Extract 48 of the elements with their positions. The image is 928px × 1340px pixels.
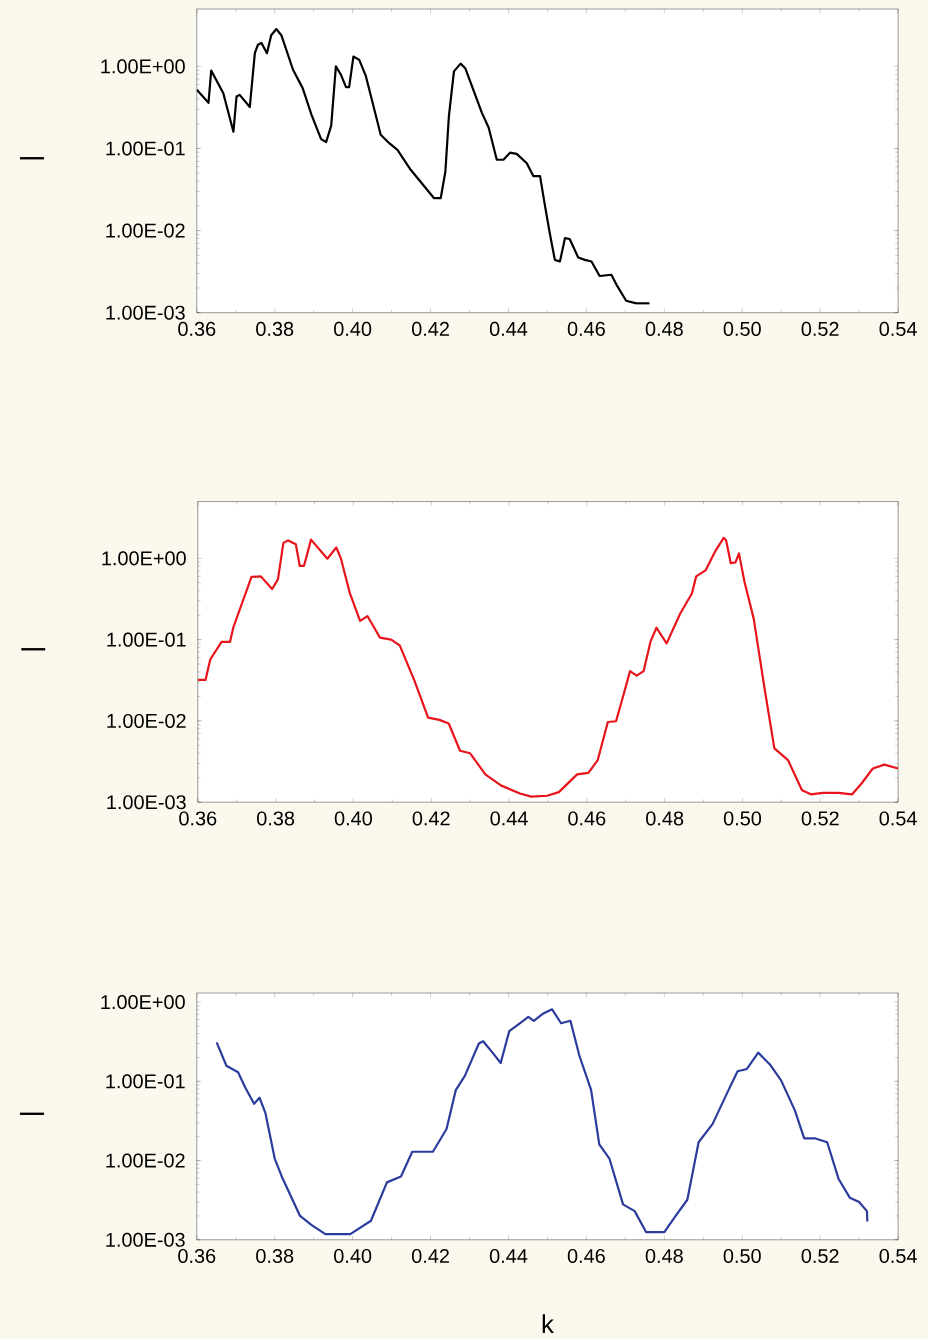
- x-axis-title: k: [542, 1314, 554, 1334]
- x-tick-label: 0.38: [256, 1248, 294, 1264]
- y-axis-title: —: [20, 157, 44, 160]
- x-tick-label: 0.54: [879, 321, 917, 336]
- x-tick-label: 0.40: [334, 321, 372, 336]
- x-tick-label: 0.36: [178, 321, 216, 336]
- x-tick-label: 0.40: [334, 1248, 372, 1264]
- x-tick-label: 0.36: [178, 1248, 216, 1264]
- x-tick-label: 0.44: [490, 811, 528, 826]
- x-tick-label: 0.52: [801, 811, 839, 826]
- x-tick-label: 0.46: [567, 321, 605, 336]
- x-tick-label: 0.36: [179, 811, 217, 826]
- x-tick-label: 0.44: [489, 1248, 528, 1264]
- x-tick-label: 0.42: [412, 811, 450, 826]
- y-tick-label: 1.00E-03: [107, 795, 186, 810]
- x-tick-label: 0.38: [256, 811, 295, 826]
- x-tick-label: 0.48: [646, 811, 684, 826]
- line-series: [197, 536, 899, 798]
- x-tick-label: 0.54: [879, 811, 917, 826]
- y-tick-label: 1.00E-03: [106, 305, 185, 320]
- y-tick-label: 1.00E-02: [106, 223, 185, 238]
- x-tick-label: 0.38: [256, 321, 294, 336]
- y-tick-label: 1.00E-01: [106, 141, 185, 156]
- x-tick-label: 0.52: [801, 321, 839, 336]
- y-axis-title: —: [21, 648, 46, 651]
- x-tick-label: 0.48: [645, 321, 683, 336]
- x-tick-label: 0.48: [645, 1248, 683, 1264]
- y-tick-label: 1.00E-02: [107, 713, 186, 728]
- x-tick-label: 0.46: [567, 1248, 605, 1264]
- x-tick-label: 0.46: [568, 811, 606, 826]
- y-axis-title: —: [20, 1112, 44, 1115]
- x-tick-label: 0.50: [723, 1248, 761, 1264]
- x-tick-label: 0.44: [489, 321, 528, 336]
- x-tick-label: 0.42: [411, 321, 449, 336]
- y-tick-label: 1.00E-01: [107, 632, 186, 647]
- y-tick-label: 1.00E-01: [106, 1074, 185, 1089]
- x-tick-label: 0.50: [723, 321, 761, 336]
- x-tick-label: 0.52: [801, 1248, 839, 1264]
- y-tick-label: 1.00E-03: [106, 1232, 185, 1247]
- x-tick-label: 0.50: [723, 811, 762, 826]
- y-tick-label: 1.00E+00: [101, 995, 185, 1010]
- x-tick-label: 0.42: [411, 1248, 449, 1264]
- x-tick-label: 0.54: [879, 1248, 917, 1264]
- y-tick-label: 1.00E+00: [101, 59, 185, 74]
- x-tick-label: 0.40: [334, 811, 372, 826]
- y-tick-label: 1.00E-02: [106, 1153, 185, 1168]
- line-series: [215, 1008, 869, 1236]
- y-tick-label: 1.00E+00: [102, 551, 186, 566]
